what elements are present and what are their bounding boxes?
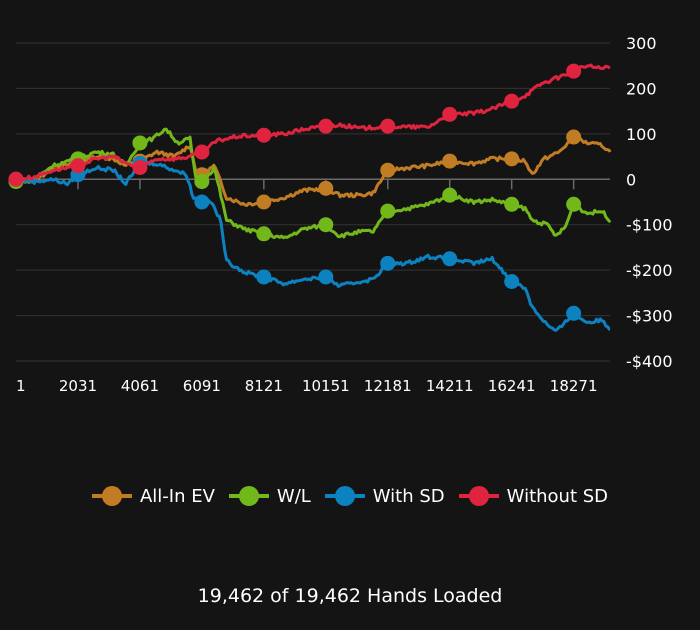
data-point-marker	[504, 196, 520, 212]
y-tick-label: 100	[626, 125, 657, 144]
data-point-marker	[566, 305, 582, 321]
line-chart: 300 200 100 0 -$100 -$200 -$300 -$400 1 2031 4061 6…	[8, 34, 673, 395]
x-tick-label: 10151	[302, 377, 350, 395]
legend-item-wl[interactable]: W/L	[228, 482, 311, 510]
x-tick-label: 1	[16, 377, 26, 395]
y-tick-label: -$200	[626, 261, 673, 280]
data-point-marker	[194, 174, 210, 190]
data-point-marker	[318, 269, 334, 285]
y-tick-label: -$400	[626, 352, 673, 371]
x-tick-label: 8121	[245, 377, 283, 395]
data-point-marker	[194, 194, 210, 210]
legend-label: Without SD	[506, 485, 609, 507]
y-tick-label: 300	[626, 34, 657, 53]
data-point-marker	[256, 194, 272, 210]
x-tick-label: 12181	[364, 377, 412, 395]
chart-legend: All-In EV W/L With SD Without SD	[0, 482, 700, 510]
legend-marker-icon	[228, 482, 269, 510]
x-tick-label: 18271	[550, 377, 598, 395]
data-point-marker	[318, 118, 334, 134]
data-point-marker	[442, 153, 458, 169]
data-point-marker	[380, 203, 396, 219]
data-point-marker	[566, 63, 582, 79]
data-point-marker	[442, 251, 458, 267]
legend-item-without-sd[interactable]: Without SD	[458, 482, 609, 510]
legend-marker-icon	[458, 482, 499, 510]
legend-item-with-sd[interactable]: With SD	[324, 482, 445, 510]
legend-label: With SD	[372, 485, 445, 507]
legend-label: All-In EV	[139, 485, 215, 507]
data-point-marker	[504, 151, 520, 167]
y-tick-label: 0	[626, 170, 636, 189]
y-tick-label: -$100	[626, 216, 673, 235]
data-point-marker	[132, 159, 148, 175]
data-point-marker	[70, 158, 86, 174]
data-point-marker	[380, 255, 396, 271]
series-line-w-l	[15, 127, 612, 240]
x-tick-label: 6091	[183, 377, 221, 395]
x-tick-label: 16241	[488, 377, 536, 395]
x-tick-label: 2031	[59, 377, 97, 395]
data-point-marker	[194, 144, 210, 160]
data-point-marker	[442, 106, 458, 122]
data-point-marker	[318, 217, 334, 233]
data-point-marker	[380, 118, 396, 134]
series-line-with-sd	[15, 160, 611, 332]
data-point-marker	[318, 180, 334, 196]
data-point-marker	[566, 129, 582, 145]
legend-item-all-in-ev[interactable]: All-In EV	[91, 482, 215, 510]
legend-marker-icon	[91, 482, 132, 510]
hands-loaded-status: 19,462 of 19,462 Hands Loaded	[197, 585, 503, 607]
legend-label: W/L	[276, 485, 311, 507]
data-point-marker	[132, 135, 148, 151]
data-point-marker	[256, 269, 272, 285]
data-point-marker	[504, 274, 520, 289]
data-point-marker	[256, 127, 272, 143]
data-point-marker	[504, 93, 520, 109]
y-tick-label: -$300	[626, 307, 673, 326]
x-tick-label: 14211	[426, 377, 474, 395]
data-point-marker	[256, 226, 272, 242]
data-point-marker	[566, 196, 582, 212]
data-point-marker	[380, 162, 396, 178]
data-point-marker	[8, 171, 24, 187]
legend-marker-icon	[324, 482, 365, 510]
y-tick-label: 200	[626, 79, 657, 98]
data-point-marker	[442, 187, 458, 203]
x-tick-label: 4061	[121, 377, 159, 395]
